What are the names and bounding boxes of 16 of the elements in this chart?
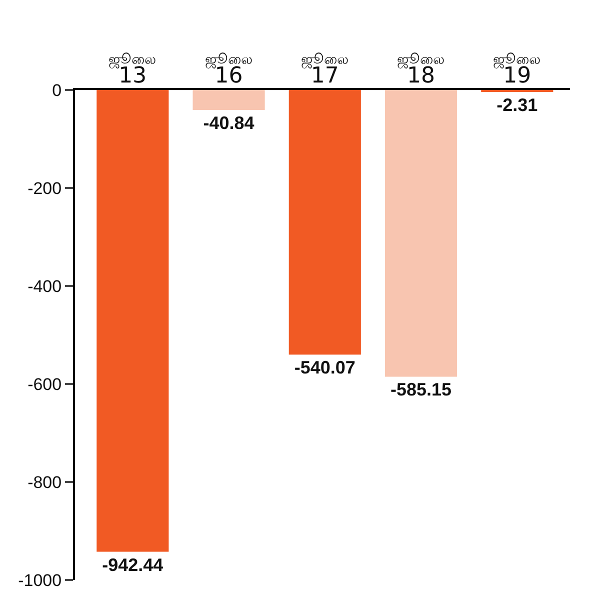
- data-label: -585.15: [390, 380, 452, 400]
- y-tick-label: -200: [28, 178, 62, 198]
- x-tick-label: ஜூலை 18: [397, 52, 446, 88]
- data-label: -40.84: [203, 113, 254, 134]
- x-tick-label: ஜூலை 16: [204, 52, 253, 88]
- y-tick-label: -800: [28, 472, 62, 492]
- data-label: -942.44: [102, 554, 164, 575]
- y-tick-label: 0: [52, 80, 62, 100]
- data-label: -540.07: [294, 358, 356, 378]
- y-tick-label: -1000: [18, 570, 62, 590]
- x-tick-label: ஜூலை 17: [300, 52, 349, 88]
- x-tick-label: ஜூலை 19: [493, 52, 542, 88]
- y-tick-label: -600: [28, 374, 62, 394]
- y-tick-label: -400: [28, 276, 62, 296]
- x-tick-label: ஜூலை 13: [108, 52, 157, 88]
- data-label: -2.31: [496, 95, 538, 115]
